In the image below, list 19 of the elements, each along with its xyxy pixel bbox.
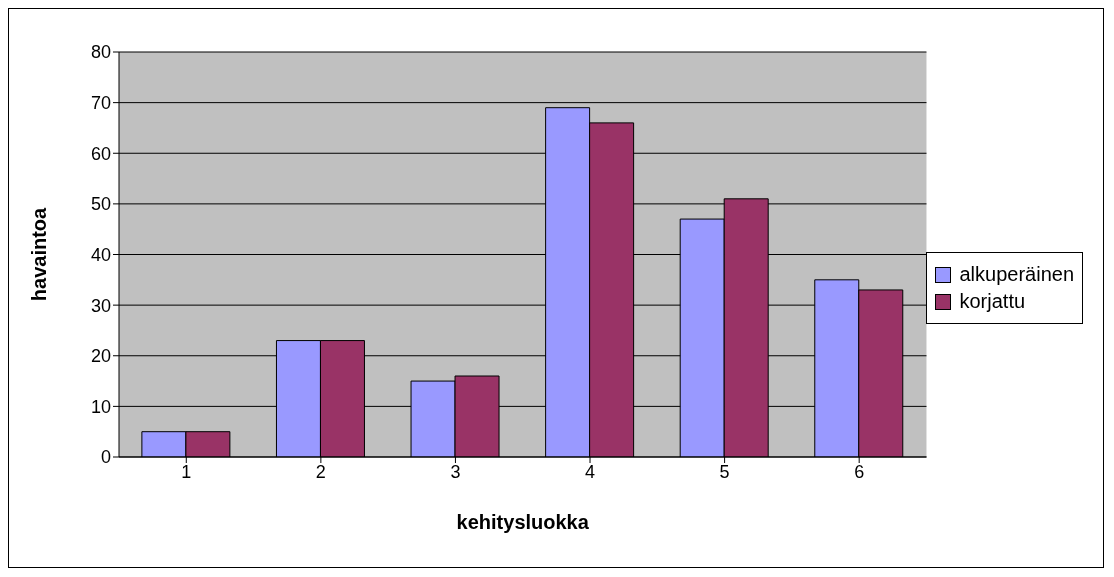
x-tick-label: 4 — [585, 461, 596, 482]
y-tick-label: 80 — [90, 42, 111, 63]
x-tick-label: 5 — [719, 461, 730, 482]
y-axis-title: havaintoa — [28, 206, 51, 302]
y-tick-label: 40 — [90, 244, 111, 265]
legend-label: alkuperäinen — [959, 263, 1074, 286]
y-tick-label: 10 — [90, 396, 111, 417]
y-tick-label: 0 — [100, 447, 111, 468]
y-tick-label: 20 — [90, 346, 111, 367]
x-axis-title: kehitysluokka — [456, 511, 590, 533]
x-tick-label: 6 — [854, 461, 865, 482]
x-tick-label: 3 — [450, 461, 461, 482]
legend-label: korjattu — [959, 290, 1026, 313]
x-tick-label: 2 — [315, 461, 326, 482]
y-tick-label: 50 — [90, 194, 111, 215]
x-tick-label: 1 — [181, 461, 192, 482]
y-tick-label: 70 — [90, 93, 111, 114]
y-tick-label: 60 — [90, 143, 111, 164]
y-tick-label: 30 — [90, 295, 111, 316]
